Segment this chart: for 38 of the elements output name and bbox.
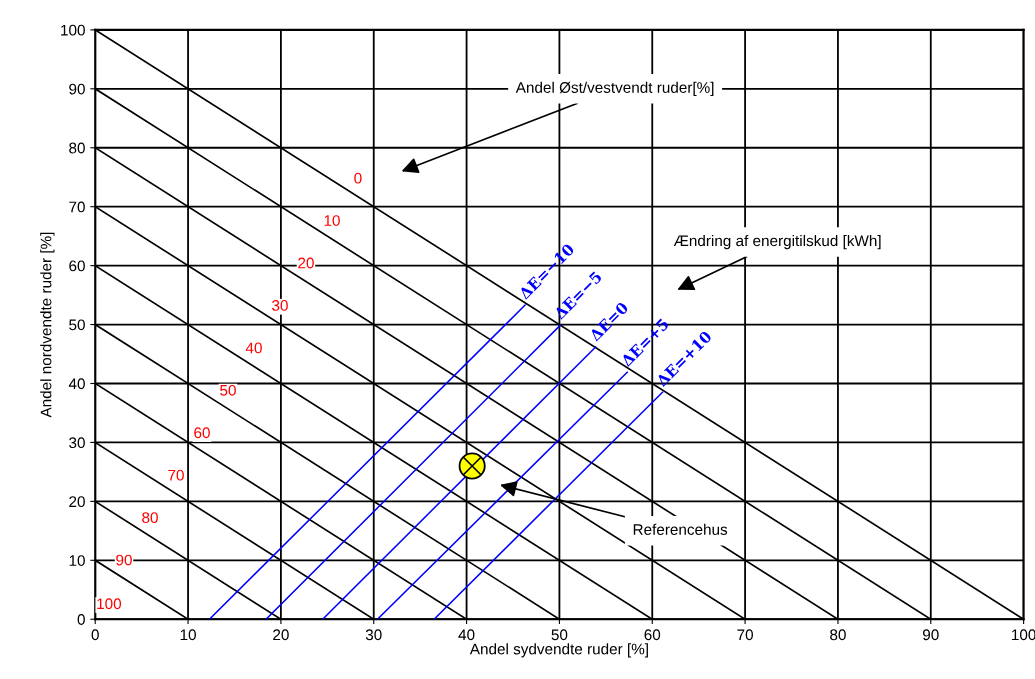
series-label: 40 (245, 342, 262, 354)
x-tick-label: 80 (830, 629, 846, 641)
y-tick-label: 20 (69, 496, 85, 508)
series-label: 60 (194, 427, 210, 439)
y-tick-label: 10 (69, 555, 85, 566)
x-axis-title: Andel sydvendte ruder [%] (469, 643, 648, 658)
y-tick-label: 0 (77, 614, 85, 625)
x-tick-label: 40 (458, 629, 475, 641)
y-tick-label: 60 (69, 260, 85, 272)
series-label: 90 (116, 554, 132, 566)
series-label: 20 (298, 257, 314, 269)
annotation: Ændring af energitilskud [kWh] (673, 234, 881, 250)
y-tick-label: 70 (69, 201, 85, 213)
y-tick-label: 50 (69, 319, 85, 331)
x-tick-label: 20 (273, 629, 289, 641)
y-tick-label: 80 (69, 142, 85, 154)
annotation: Referencehus (633, 523, 728, 535)
x-tick-label: 100 (1012, 629, 1035, 641)
y-tick-label: 30 (69, 437, 85, 449)
series-label: 30 (272, 300, 288, 311)
y-tick-label: 90 (69, 83, 85, 95)
y-axis-title: Andel nordvendte ruder [%] (40, 232, 55, 418)
series-label: 70 (168, 469, 184, 481)
x-tick-label: 70 (737, 629, 753, 641)
series-label: 0 (354, 172, 362, 184)
x-tick-label: 60 (644, 629, 661, 641)
series-label: 50 (220, 384, 236, 396)
y-tick-label: 100 (61, 24, 85, 36)
x-tick-label: 0 (91, 629, 99, 641)
annotation: Andel Øst/vestvendt ruder[%] (515, 81, 714, 96)
x-tick-label: 10 (180, 629, 196, 641)
x-tick-label: 50 (551, 629, 568, 641)
y-tick-label: 40 (68, 378, 85, 390)
series-label: 10 (324, 215, 340, 226)
x-tick-label: 90 (923, 629, 939, 641)
series-label: 80 (142, 512, 158, 524)
x-tick-label: 30 (365, 629, 382, 641)
annotation: 100 (97, 598, 122, 610)
